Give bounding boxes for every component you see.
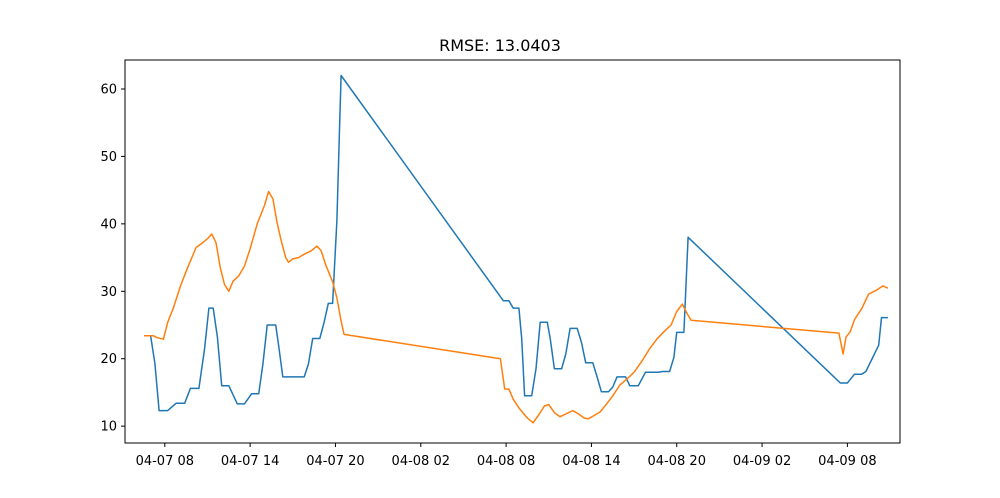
chart-title: RMSE: 13.0403 <box>439 36 561 55</box>
series-layer <box>144 74 889 424</box>
x-tick-label: 04-09 08 <box>818 454 876 469</box>
y-tick-label: 50 <box>100 150 117 165</box>
series-line-1 <box>144 74 888 412</box>
y-tick-label: 20 <box>100 352 117 367</box>
y-tick-label: 10 <box>100 420 117 435</box>
x-tick-label: 04-07 08 <box>136 454 194 469</box>
x-tick-label: 04-09 02 <box>733 454 791 469</box>
x-tick-label: 04-08 20 <box>648 454 706 469</box>
y-tick-label: 60 <box>100 82 117 97</box>
x-tick-label: 04-08 14 <box>562 454 620 469</box>
y-tick-label: 30 <box>100 285 117 300</box>
x-tick-label: 04-07 14 <box>221 454 279 469</box>
x-tick-label: 04-07 20 <box>306 454 364 469</box>
series-line-2 <box>144 190 889 424</box>
x-tick-label: 04-08 08 <box>477 454 535 469</box>
axes-layer: 04-07 08 04-07 14 04-07 20 04-08 02 04-08 08… <box>100 59 901 469</box>
x-tick-label: 04-08 02 <box>392 454 450 469</box>
plot-frame <box>124 59 901 444</box>
y-tick-label: 40 <box>100 217 117 232</box>
